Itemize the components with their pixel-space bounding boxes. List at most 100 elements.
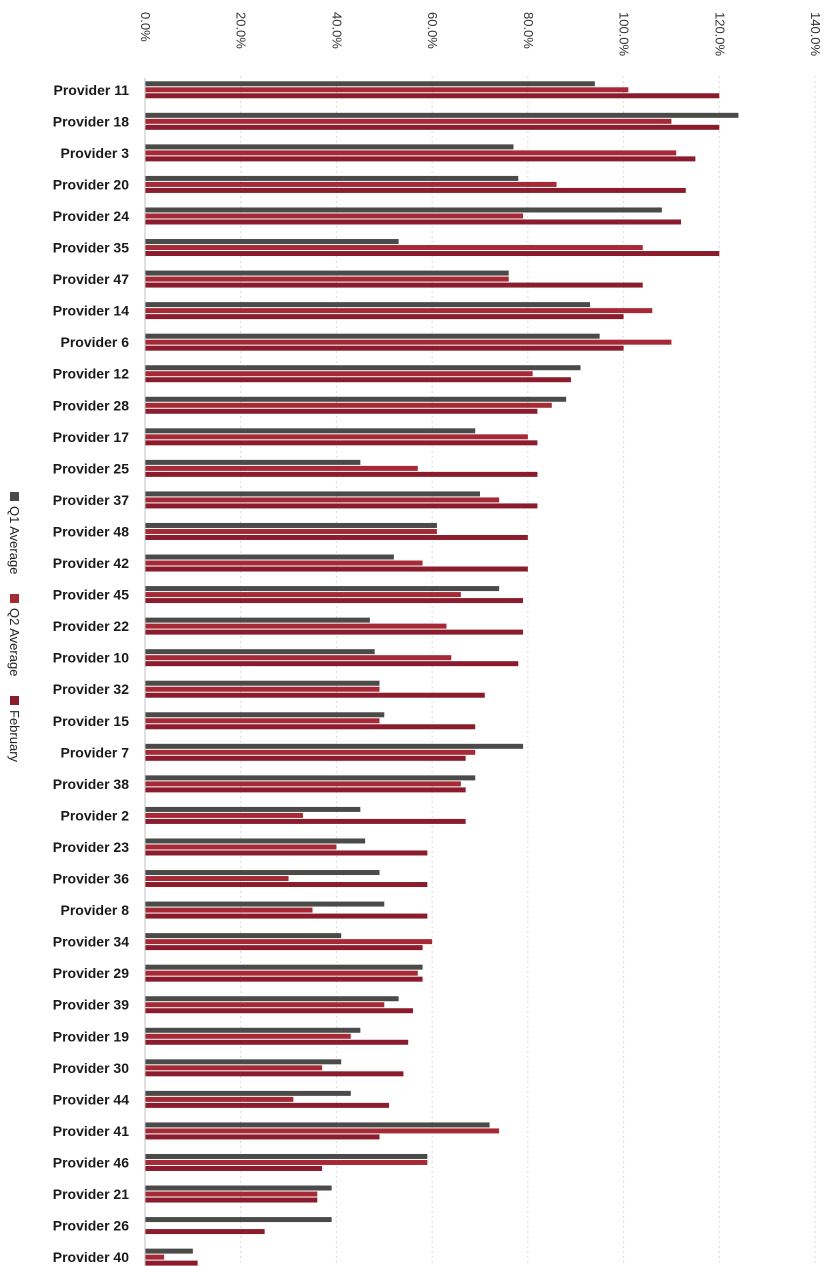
category-label: Provider 32 <box>53 681 129 697</box>
bar-q1-average-provider-24 <box>145 207 662 213</box>
bar-q1-average-provider-45 <box>145 586 500 592</box>
category-label: Provider 21 <box>53 1186 129 1202</box>
legend-swatch <box>10 492 19 501</box>
bar-q1-average-provider-20 <box>145 175 519 181</box>
bar-q2-average-provider-8 <box>145 907 313 913</box>
legend-item-february: February <box>7 696 22 763</box>
bar-february-provider-18 <box>145 124 720 130</box>
x-tick-label: 120.0% <box>712 12 727 57</box>
bar-q2-average-provider-48 <box>145 528 437 534</box>
bar-q2-average-provider-39 <box>145 1002 385 1008</box>
x-tick-label: 80.0% <box>521 12 536 49</box>
bar-q1-average-provider-37 <box>145 491 480 497</box>
bar-q2-average-provider-23 <box>145 844 337 850</box>
bar-february-provider-22 <box>145 629 524 635</box>
bar-q2-average-provider-10 <box>145 655 452 661</box>
bar-q2-average-provider-40 <box>145 1254 165 1260</box>
category-label: Provider 3 <box>61 145 130 161</box>
bar-february-provider-17 <box>145 440 538 446</box>
bar-q2-average-provider-25 <box>145 465 418 471</box>
category-label: Provider 11 <box>54 82 130 98</box>
bar-q2-average-provider-12 <box>145 371 533 377</box>
category-label: Provider 10 <box>53 650 129 666</box>
bar-q2-average-provider-46 <box>145 1159 428 1165</box>
bar-february-provider-29 <box>145 976 423 982</box>
bar-q1-average-provider-10 <box>145 649 375 655</box>
bar-february-provider-37 <box>145 503 538 509</box>
category-label: Provider 26 <box>53 1218 129 1234</box>
bar-february-provider-14 <box>145 314 624 320</box>
category-label: Provider 47 <box>53 271 129 287</box>
category-label: Provider 34 <box>53 934 129 950</box>
category-label: Provider 29 <box>53 965 129 981</box>
legend-label: Q2 Average <box>7 608 22 676</box>
bar-q1-average-provider-46 <box>145 1153 428 1159</box>
category-label: Provider 39 <box>53 997 129 1013</box>
bar-q1-average-provider-26 <box>145 1217 332 1223</box>
bar-q1-average-provider-32 <box>145 680 380 686</box>
bar-q2-average-provider-22 <box>145 623 447 629</box>
bar-q1-average-provider-7 <box>145 743 524 749</box>
bar-q2-average-provider-35 <box>145 245 643 251</box>
bar-february-provider-21 <box>145 1197 318 1203</box>
bar-february-provider-12 <box>145 377 571 383</box>
bar-q1-average-provider-12 <box>145 365 581 371</box>
bar-q2-average-provider-36 <box>145 876 289 882</box>
bar-q1-average-provider-48 <box>145 522 437 528</box>
bar-february-provider-40 <box>145 1260 198 1266</box>
bar-q1-average-provider-6 <box>145 333 600 339</box>
bar-february-provider-48 <box>145 534 528 540</box>
category-label: Provider 14 <box>53 303 129 319</box>
bar-q2-average-provider-29 <box>145 970 418 976</box>
bar-february-provider-15 <box>145 724 476 730</box>
bar-q2-average-provider-15 <box>145 718 380 724</box>
category-label: Provider 28 <box>53 397 129 413</box>
bar-q1-average-provider-40 <box>145 1248 193 1254</box>
bar-february-provider-19 <box>145 1039 409 1045</box>
category-label: Provider 19 <box>53 1028 129 1044</box>
bar-february-provider-24 <box>145 219 681 225</box>
bar-february-provider-39 <box>145 1008 413 1014</box>
category-label: Provider 8 <box>61 902 130 918</box>
category-label: Provider 15 <box>53 713 129 729</box>
category-label: Provider 18 <box>53 113 129 129</box>
bar-q1-average-provider-44 <box>145 1090 351 1096</box>
bar-q2-average-provider-20 <box>145 181 557 187</box>
bar-february-provider-42 <box>145 566 528 572</box>
bar-q1-average-provider-15 <box>145 712 385 718</box>
bar-february-provider-45 <box>145 598 524 604</box>
bar-q2-average-provider-11 <box>145 87 629 93</box>
bar-q1-average-provider-22 <box>145 617 370 623</box>
bar-q2-average-provider-21 <box>145 1191 318 1197</box>
bar-q1-average-provider-18 <box>145 112 739 118</box>
category-label: Provider 46 <box>53 1154 129 1170</box>
bar-february-provider-41 <box>145 1134 380 1140</box>
legend-swatch <box>10 696 19 705</box>
bar-q1-average-provider-47 <box>145 270 509 276</box>
bar-february-provider-23 <box>145 850 428 856</box>
bar-q1-average-provider-23 <box>145 838 366 844</box>
bar-february-provider-8 <box>145 913 428 919</box>
category-label: Provider 2 <box>61 807 130 823</box>
bar-february-provider-46 <box>145 1165 323 1171</box>
bar-february-provider-35 <box>145 251 720 257</box>
bar-q1-average-provider-34 <box>145 933 342 939</box>
bar-q2-average-provider-34 <box>145 939 433 945</box>
category-label: Provider 38 <box>53 776 129 792</box>
x-tick-label: 20.0% <box>234 12 249 49</box>
bar-february-provider-47 <box>145 282 643 288</box>
bar-q2-average-provider-32 <box>145 686 380 692</box>
category-labels: Provider 11 Provider 18 Provider 3 Provider… <box>53 82 129 1265</box>
x-tick-label: 60.0% <box>425 12 440 49</box>
bars <box>144 78 739 1266</box>
category-label: Provider 41 <box>53 1123 129 1139</box>
bar-february-provider-26 <box>145 1229 265 1235</box>
bar-q1-average-provider-36 <box>145 870 380 876</box>
bar-february-provider-36 <box>145 882 428 888</box>
bar-february-provider-7 <box>145 755 466 761</box>
bar-q2-average-provider-45 <box>145 592 461 598</box>
bar-q1-average-provider-3 <box>145 144 514 150</box>
x-axis-ticks: 0.0% 20.0% 40.0% 60.0% 80.0% 100.0% 120.0% 140.… <box>138 12 823 57</box>
bar-q1-average-provider-38 <box>145 775 476 781</box>
bar-q2-average-provider-17 <box>145 434 528 440</box>
